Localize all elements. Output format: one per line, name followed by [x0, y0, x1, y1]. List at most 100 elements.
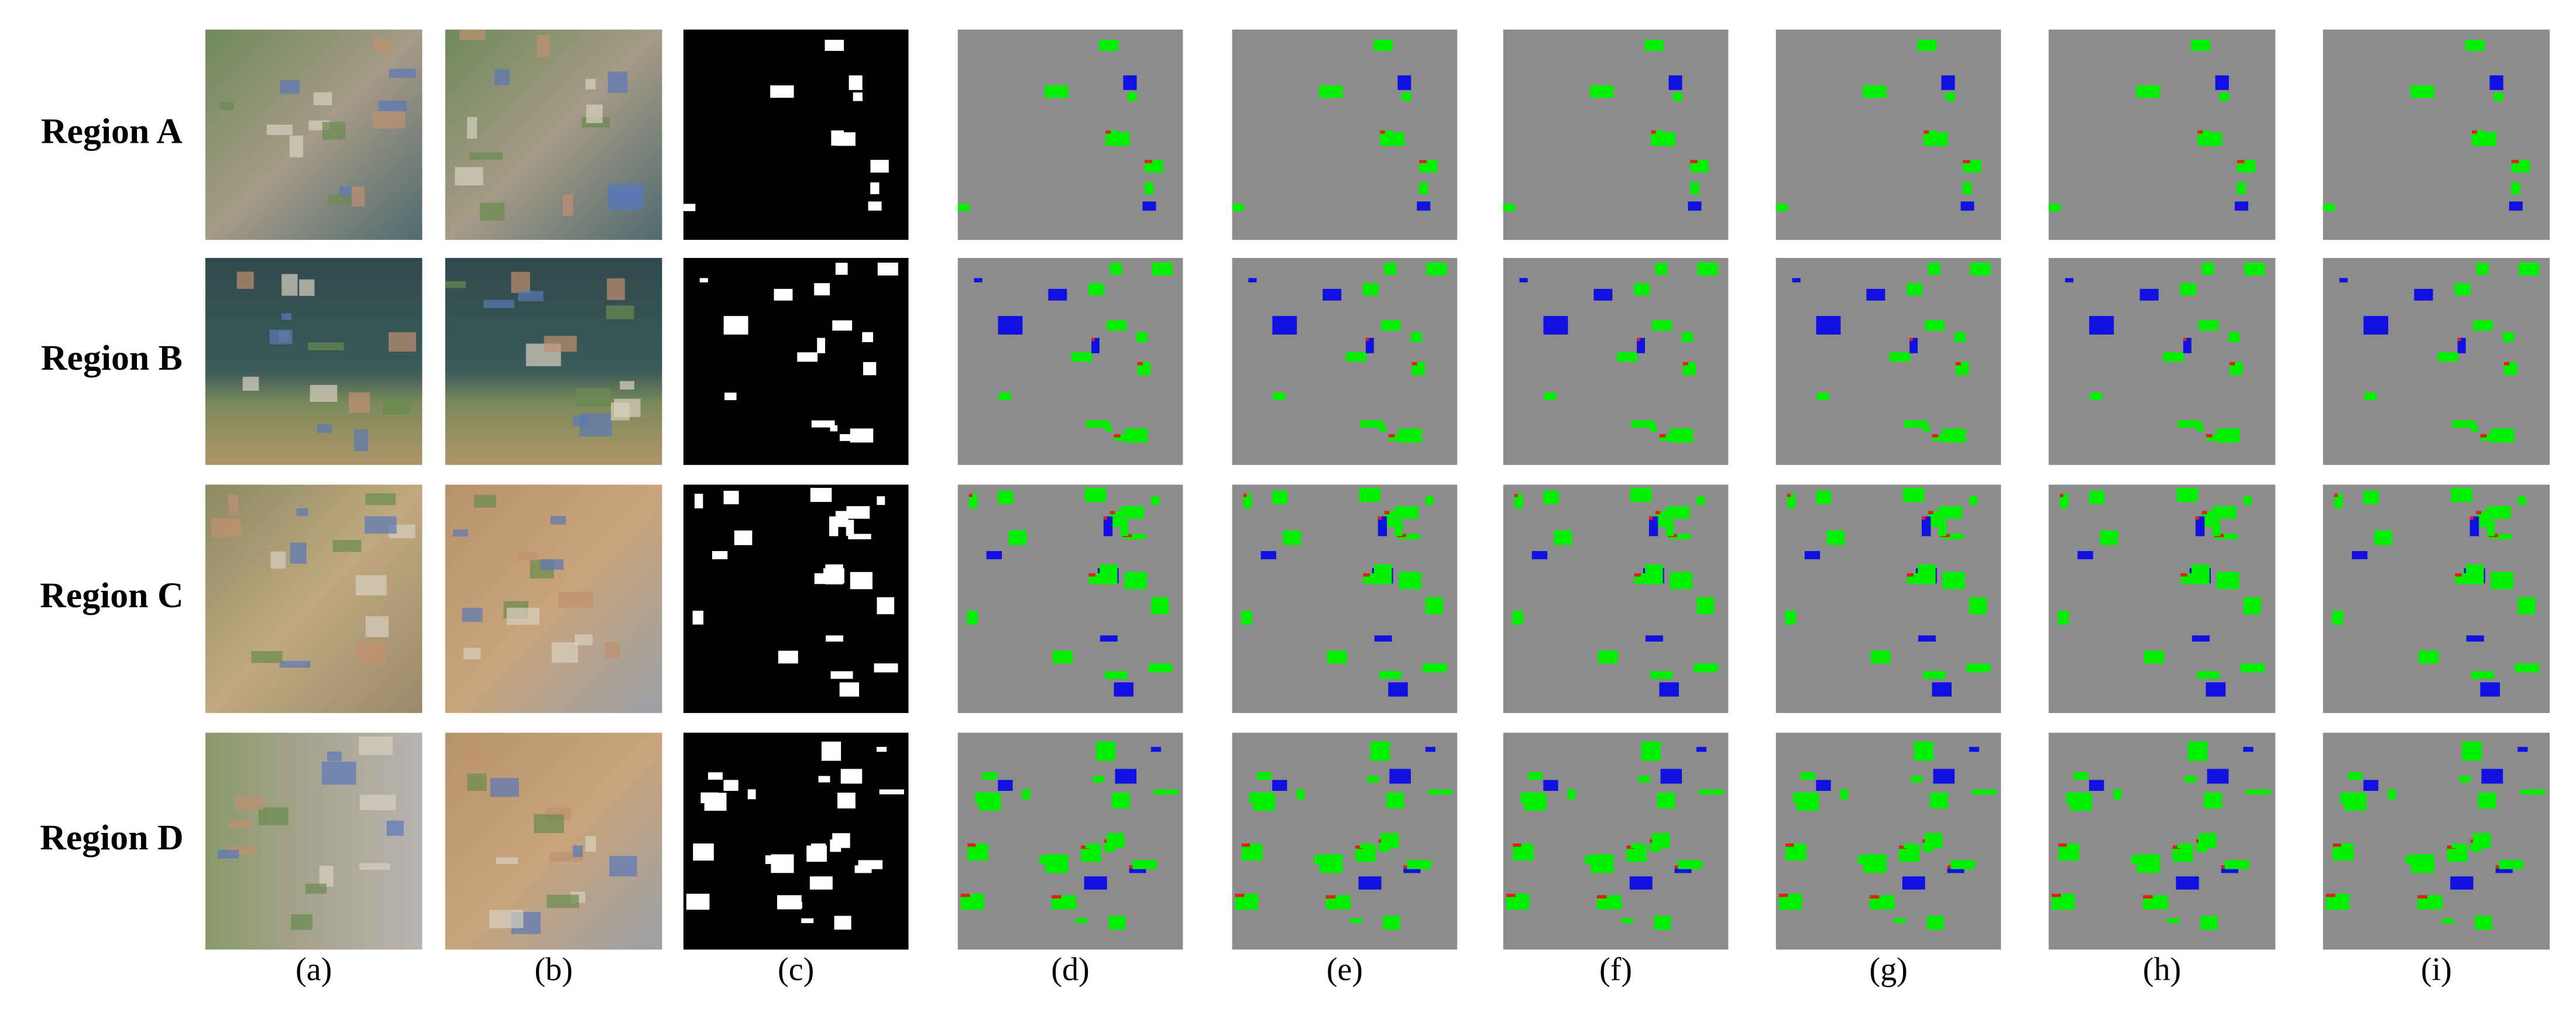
change-region [1926, 915, 1944, 930]
change-region [2187, 741, 2208, 761]
change-region [2219, 92, 2230, 101]
change-region [1655, 263, 1668, 275]
change-region [2177, 420, 2201, 428]
change-region [2363, 490, 2379, 505]
change-region [1127, 92, 1137, 101]
change-map [1775, 257, 2001, 465]
change-region [1150, 746, 1161, 752]
error-region [2221, 865, 2228, 869]
image-panel [1503, 257, 1729, 465]
change-region [2195, 516, 2205, 536]
change-region [2405, 855, 2413, 865]
change-region [1359, 843, 1375, 848]
change-region [1648, 516, 1658, 536]
image-panel [445, 29, 662, 240]
change-region [2476, 511, 2489, 527]
change-region [1045, 854, 1069, 873]
change-region [975, 792, 993, 804]
change-region [1093, 776, 1105, 783]
mask-building [765, 855, 774, 865]
mask-building [683, 204, 696, 211]
image-texture [463, 648, 481, 660]
change-region [1410, 332, 1422, 342]
change-region [1650, 425, 1658, 432]
change-region [1389, 769, 1411, 784]
error-region [1596, 895, 1607, 899]
change-region [2450, 876, 2474, 890]
image-texture [607, 183, 644, 206]
image-panel [2323, 732, 2550, 950]
image-panel [2048, 732, 2276, 950]
change-region [998, 780, 1013, 791]
change-region [2113, 789, 2122, 800]
error-region [1514, 494, 1518, 497]
change-region [2144, 650, 2165, 664]
change-region [1407, 860, 1431, 869]
change-region [1666, 506, 1690, 519]
image-texture [496, 857, 518, 864]
change-region [2237, 182, 2246, 194]
mask-building [862, 332, 874, 342]
error-region [1110, 511, 1115, 515]
change-region [1775, 204, 1788, 211]
error-region [2059, 494, 2063, 497]
mask-building [829, 516, 839, 536]
error-region [1051, 895, 1062, 899]
change-region [1418, 182, 1428, 194]
error-region [1932, 434, 1939, 438]
error-region [1105, 130, 1111, 134]
change-region [2517, 597, 2536, 615]
change-region [1923, 671, 1946, 679]
mask-building [858, 860, 883, 869]
column-label: (e) [1327, 951, 1363, 987]
change-region [2519, 262, 2540, 276]
change-region [2459, 776, 2471, 783]
change-region [1411, 362, 1425, 376]
error-region [1634, 573, 1641, 577]
change-region [2224, 860, 2249, 869]
mask-building [693, 843, 714, 861]
image-texture [534, 814, 564, 834]
change-region [998, 393, 1011, 401]
change-region [1688, 201, 1702, 211]
change-region [998, 490, 1014, 505]
change-region [1904, 420, 1928, 428]
change-region [2203, 793, 2222, 809]
error-region [1325, 895, 1336, 899]
change-map [1232, 257, 1458, 465]
error-region [2196, 839, 2201, 843]
change-region [1095, 741, 1115, 761]
change-region [1816, 316, 1841, 335]
image-texture [281, 313, 292, 320]
change-region [2201, 263, 2214, 275]
change-region [1397, 75, 1411, 90]
change-region [1076, 918, 1088, 924]
change-region [1345, 352, 1366, 362]
change-region [1972, 789, 1997, 794]
change-region [1840, 789, 1849, 800]
error-region [1378, 516, 1382, 520]
change-region [1399, 572, 1421, 590]
image-texture [462, 607, 483, 622]
mask-building [835, 511, 849, 527]
change-region [1543, 316, 1568, 335]
image-texture [389, 68, 415, 78]
mask-building [814, 283, 830, 295]
mask-building [724, 393, 737, 401]
change-region [1273, 393, 1286, 401]
change-region [1970, 262, 1991, 276]
image-panel [205, 484, 423, 713]
error-region [1235, 893, 1245, 897]
mask-building [699, 278, 708, 283]
change-region [1365, 338, 1374, 353]
mask-building [877, 262, 898, 276]
change-region [1426, 262, 1447, 276]
image-texture [266, 125, 293, 135]
mask-building [832, 320, 853, 331]
change-region [1084, 488, 1107, 502]
error-region [2480, 434, 2487, 438]
image-texture [327, 751, 342, 762]
error-region [1659, 434, 1666, 438]
change-region [2503, 362, 2517, 376]
change-region [1052, 650, 1073, 664]
